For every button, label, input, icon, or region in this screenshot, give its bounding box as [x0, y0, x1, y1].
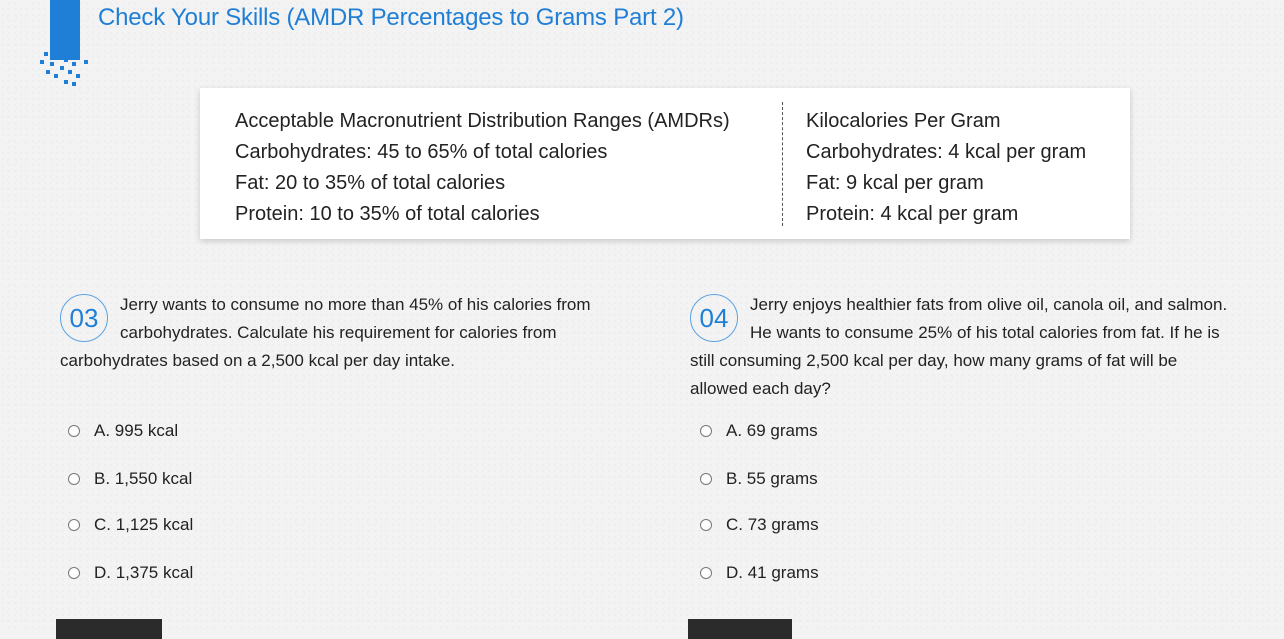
choice-04-a[interactable]: A. 69 grams: [700, 421, 818, 441]
question-number-badge: 03: [60, 294, 108, 342]
choice-label: D. 1,375 kcal: [94, 563, 194, 582]
choice-03-a[interactable]: A. 995 kcal: [68, 421, 178, 441]
kcal-fat: Fat: 9 kcal per gram: [806, 172, 984, 194]
amdr-fat: Fat: 20 to 35% of total calories: [235, 172, 506, 194]
amdr-heading: Acceptable Macronutrient Distribution Ra…: [235, 110, 730, 132]
radio-button[interactable]: [68, 567, 80, 579]
choice-label: A. 995 kcal: [94, 421, 179, 440]
radio-button[interactable]: [700, 425, 712, 437]
radio-button[interactable]: [700, 473, 712, 485]
question-number-badge: 04: [690, 294, 738, 342]
question-03: 03 Jerry wants to consume no more than 4…: [60, 291, 620, 375]
choice-label: C. 73 grams: [726, 515, 819, 534]
choice-label: D. 41 grams: [726, 563, 819, 582]
submit-button-04[interactable]: [688, 619, 792, 639]
amdr-protein: Protein: 10 to 35% of total calories: [235, 203, 540, 225]
pixel-bar-logo-icon: [38, 40, 94, 86]
choice-04-b[interactable]: B. 55 grams: [700, 469, 818, 489]
amdr-carbohydrates: Carbohydrates: 45 to 65% of total calori…: [235, 141, 608, 163]
choice-label: C. 1,125 kcal: [94, 515, 194, 534]
logo-bar: [50, 0, 80, 60]
amdr-column: Acceptable Macronutrient Distribution Ra…: [235, 106, 730, 230]
question-text: Jerry wants to consume no more than 45% …: [60, 295, 591, 370]
choice-03-b[interactable]: B. 1,550 kcal: [68, 469, 192, 489]
submit-button-03[interactable]: [56, 619, 162, 639]
question-04: 04 Jerry enjoys healthier fats from oliv…: [690, 291, 1230, 403]
choice-label: A. 69 grams: [726, 421, 818, 440]
choice-label: B. 55 grams: [726, 469, 818, 488]
kcal-heading: Kilocalories Per Gram: [806, 110, 1001, 132]
kcal-carbohydrates: Carbohydrates: 4 kcal per gram: [806, 141, 1087, 163]
kcal-protein: Protein: 4 kcal per gram: [806, 203, 1019, 225]
choice-03-d[interactable]: D. 1,375 kcal: [68, 563, 193, 583]
radio-button[interactable]: [68, 519, 80, 531]
reference-card: Acceptable Macronutrient Distribution Ra…: [200, 88, 1130, 239]
radio-button[interactable]: [700, 567, 712, 579]
question-text: Jerry enjoys healthier fats from olive o…: [690, 295, 1228, 398]
column-divider: [782, 102, 783, 226]
choice-04-c[interactable]: C. 73 grams: [700, 515, 819, 535]
choice-label: B. 1,550 kcal: [94, 469, 193, 488]
radio-button[interactable]: [700, 519, 712, 531]
radio-button[interactable]: [68, 425, 80, 437]
choice-03-c[interactable]: C. 1,125 kcal: [68, 515, 193, 535]
kcal-per-gram-column: Kilocalories Per Gram Carbohydrates: 4 k…: [806, 106, 1086, 230]
page-title: Check Your Skills (AMDR Percentages to G…: [98, 4, 684, 31]
radio-button[interactable]: [68, 473, 80, 485]
choice-04-d[interactable]: D. 41 grams: [700, 563, 819, 583]
